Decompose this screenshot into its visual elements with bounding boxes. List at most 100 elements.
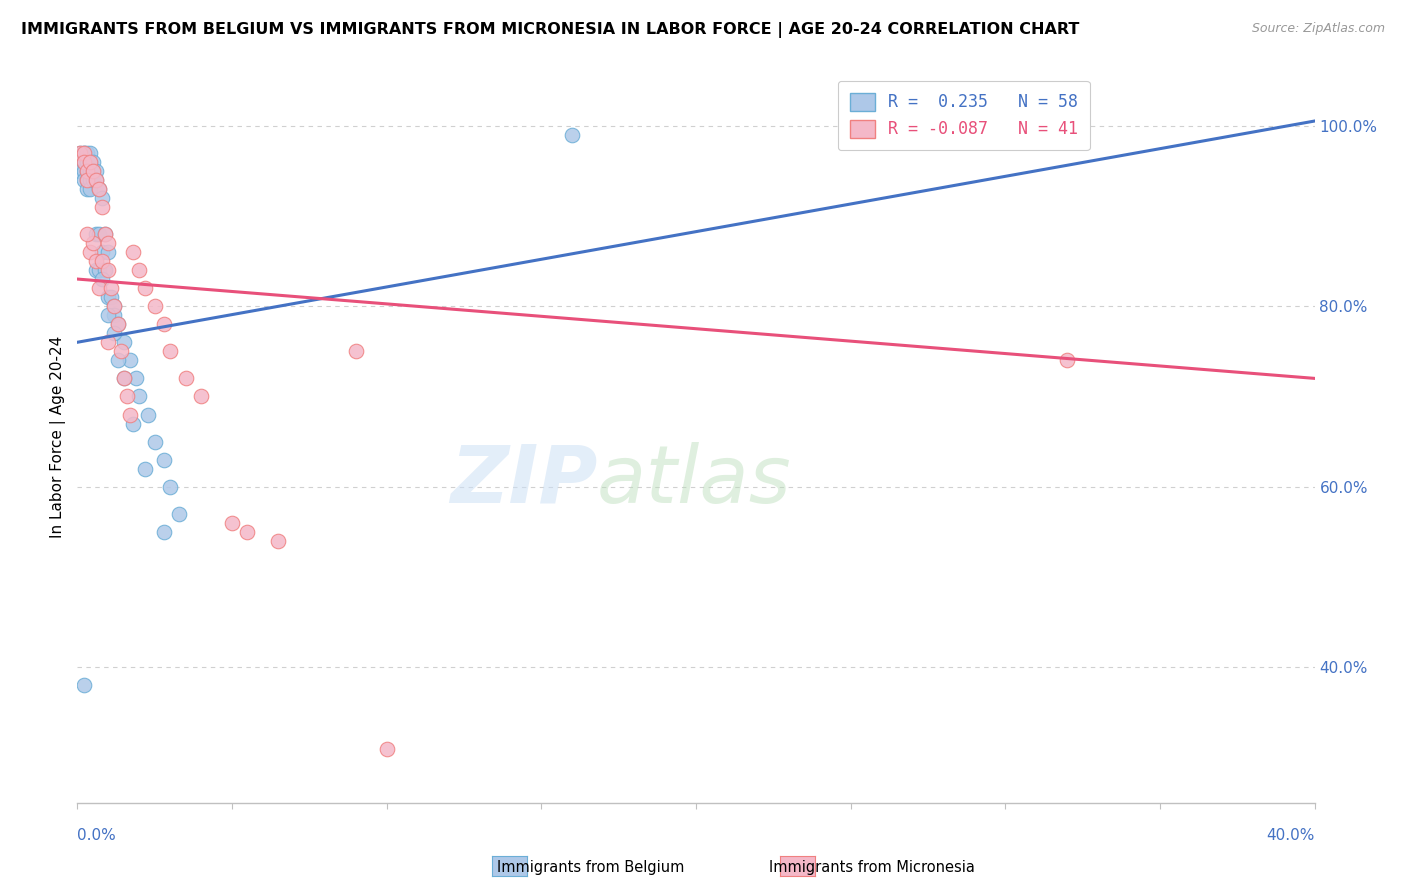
Point [97,308,120,322]
Point [72,154,94,169]
Point [110,344,132,359]
Point [159,344,181,359]
Point [125,371,148,385]
Text: Immigrants from Belgium: Immigrants from Belgium [496,860,685,874]
Point [221,516,243,530]
Point [76,154,98,169]
Point [82,163,104,178]
Point [69,154,91,169]
Y-axis label: In Labor Force | Age 20-24: In Labor Force | Age 20-24 [51,336,66,538]
Point [94,227,117,241]
Text: Source: ZipAtlas.com: Source: ZipAtlas.com [1251,22,1385,36]
Point [72,145,94,160]
Point [76,163,98,178]
Point [118,353,141,368]
Text: 0.0%: 0.0% [77,828,117,843]
Text: IMMIGRANTS FROM BELGIUM VS IMMIGRANTS FROM MICRONESIA IN LABOR FORCE | AGE 20-24: IMMIGRANTS FROM BELGIUM VS IMMIGRANTS FR… [21,22,1080,38]
Point [344,344,367,359]
Point [72,145,94,160]
Point [128,389,150,403]
Point [97,290,120,304]
Point [69,163,91,178]
Text: 40.0%: 40.0% [1267,828,1315,843]
Point [91,272,114,286]
Point [91,200,114,214]
Point [69,145,91,160]
Point [134,461,156,475]
Point [97,263,120,277]
Point [153,524,176,539]
Point [153,317,176,331]
Point [79,154,101,169]
Point [72,154,94,169]
Point [91,191,114,205]
Text: Immigrants from Micronesia: Immigrants from Micronesia [769,860,974,874]
Point [82,163,104,178]
Point [107,317,129,331]
Point [112,371,135,385]
Point [69,145,91,160]
Point [118,408,141,422]
Text: ZIP: ZIP [450,442,598,520]
Point [107,317,129,331]
Point [103,326,125,341]
Point [79,154,101,169]
Point [87,182,110,196]
Point [1056,353,1078,368]
Point [82,235,104,250]
Legend: R =  0.235   N = 58, R = -0.087   N = 41: R = 0.235 N = 58, R = -0.087 N = 41 [838,81,1090,150]
Point [103,299,125,313]
Point [94,263,117,277]
Point [94,227,117,241]
Point [128,263,150,277]
Point [236,524,259,539]
Point [76,172,98,186]
Point [91,254,114,268]
Point [561,128,583,142]
Point [72,145,94,160]
Point [153,452,176,467]
Point [375,741,398,756]
Point [84,263,107,277]
Point [76,182,98,196]
Point [84,163,107,178]
Point [122,417,145,431]
Point [112,335,135,350]
Point [97,244,120,259]
Point [76,145,98,160]
Point [72,678,94,692]
Point [82,154,104,169]
Point [267,533,290,548]
Point [72,154,94,169]
Point [87,281,110,295]
Point [91,244,114,259]
Point [72,163,94,178]
Point [76,227,98,241]
Point [97,335,120,350]
Point [143,434,166,449]
Point [103,299,125,313]
Point [79,172,101,186]
Point [84,227,107,241]
Point [115,389,138,403]
Point [100,281,122,295]
Point [79,244,101,259]
Point [134,281,156,295]
Point [72,172,94,186]
Point [174,371,197,385]
Point [79,182,101,196]
Point [87,263,110,277]
Point [122,244,145,259]
Point [138,408,160,422]
Point [100,290,122,304]
Point [103,308,125,322]
Point [84,172,107,186]
Point [87,227,110,241]
Point [159,480,181,494]
Point [143,299,166,313]
Point [97,235,120,250]
Point [107,353,129,368]
Point [84,172,107,186]
Point [79,145,101,160]
Point [169,507,191,521]
